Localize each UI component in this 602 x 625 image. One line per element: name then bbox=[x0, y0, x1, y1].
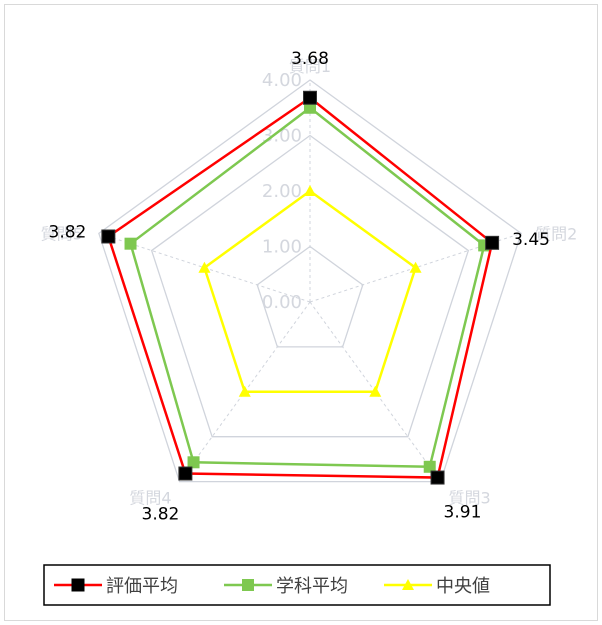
radial-tick-label: 1.00 bbox=[262, 237, 302, 258]
series-line bbox=[106, 96, 494, 479]
data-labels: 3.68 3.45 3.91 3.82 3.82 bbox=[49, 49, 550, 525]
legend-item: 学科平均 bbox=[224, 576, 348, 597]
category-label: 質問1 bbox=[289, 57, 331, 76]
series-line bbox=[202, 189, 418, 394]
chart-frame bbox=[4, 4, 598, 621]
data-point bbox=[409, 261, 422, 273]
data-point bbox=[178, 466, 193, 481]
category-label: 質問3 bbox=[448, 489, 490, 508]
grid-ring bbox=[150, 134, 470, 438]
legend-marker bbox=[242, 579, 254, 591]
data-point bbox=[423, 460, 436, 473]
category-label: 質問4 bbox=[129, 489, 171, 508]
category-label: 質問5 bbox=[41, 224, 83, 243]
radial-tick-label: 4.00 bbox=[262, 70, 302, 91]
data-label: 3.91 bbox=[444, 503, 482, 523]
grid-ring bbox=[256, 245, 364, 348]
legend-box bbox=[43, 564, 551, 606]
data-point bbox=[303, 90, 317, 105]
series-layer bbox=[101, 90, 500, 485]
legend-item: 中央値 bbox=[384, 576, 490, 597]
series-1 bbox=[101, 90, 500, 485]
data-point bbox=[430, 470, 445, 485]
radial-tick-labels: 0.00 1.00 2.00 3.00 4.00 bbox=[262, 70, 302, 313]
data-point bbox=[124, 237, 137, 250]
grid-ring bbox=[98, 79, 522, 483]
data-point bbox=[485, 235, 500, 250]
legend: 評価平均 学科平均 中央値 bbox=[43, 564, 551, 606]
legend-label: 中央値 bbox=[436, 576, 490, 597]
series-3 bbox=[198, 185, 422, 397]
data-label: 3.82 bbox=[49, 222, 87, 242]
radar-spokes bbox=[98, 80, 522, 482]
series-2 bbox=[124, 101, 491, 473]
radial-tick-label: 3.00 bbox=[262, 126, 302, 147]
legend-marker bbox=[402, 579, 414, 590]
data-point bbox=[238, 385, 251, 397]
data-label: 3.68 bbox=[291, 49, 329, 69]
data-point bbox=[304, 185, 316, 196]
series-line bbox=[129, 106, 486, 469]
legend-marker bbox=[71, 578, 85, 592]
data-point bbox=[369, 385, 382, 397]
data-point bbox=[101, 229, 116, 244]
legend-label: 評価平均 bbox=[106, 576, 178, 597]
radial-tick-label: 0.00 bbox=[262, 292, 302, 313]
radial-tick-label: 2.00 bbox=[262, 181, 302, 202]
radar-grid bbox=[98, 79, 522, 483]
category-label: 質問2 bbox=[535, 224, 577, 243]
data-point bbox=[198, 261, 211, 273]
data-label: 3.82 bbox=[142, 505, 180, 525]
radar-spoke bbox=[98, 232, 311, 303]
legend-item: 評価平均 bbox=[54, 576, 178, 597]
data-label: 3.45 bbox=[512, 230, 550, 250]
legend-label: 学科平均 bbox=[276, 576, 348, 597]
data-point bbox=[187, 456, 200, 469]
category-labels: 質問1 質問2 質問3 質問4 質問5 bbox=[41, 57, 578, 508]
